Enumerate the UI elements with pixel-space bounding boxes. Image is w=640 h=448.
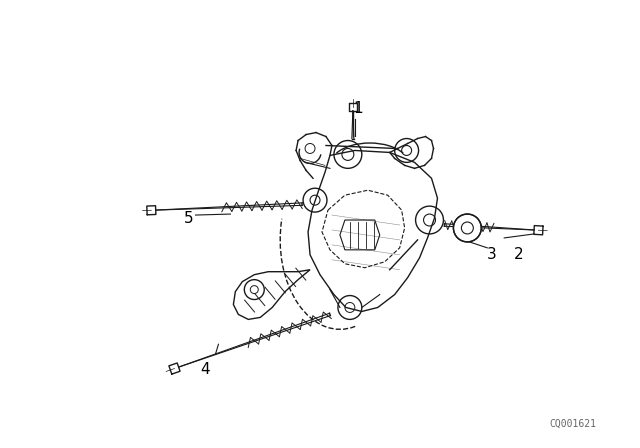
Text: 1: 1 [353, 101, 363, 116]
Text: CQ001621: CQ001621 [550, 419, 596, 429]
Text: 4: 4 [201, 362, 211, 377]
Circle shape [453, 214, 481, 242]
Text: 5: 5 [184, 211, 193, 225]
Text: 2: 2 [515, 247, 524, 263]
Text: 3: 3 [486, 247, 496, 263]
